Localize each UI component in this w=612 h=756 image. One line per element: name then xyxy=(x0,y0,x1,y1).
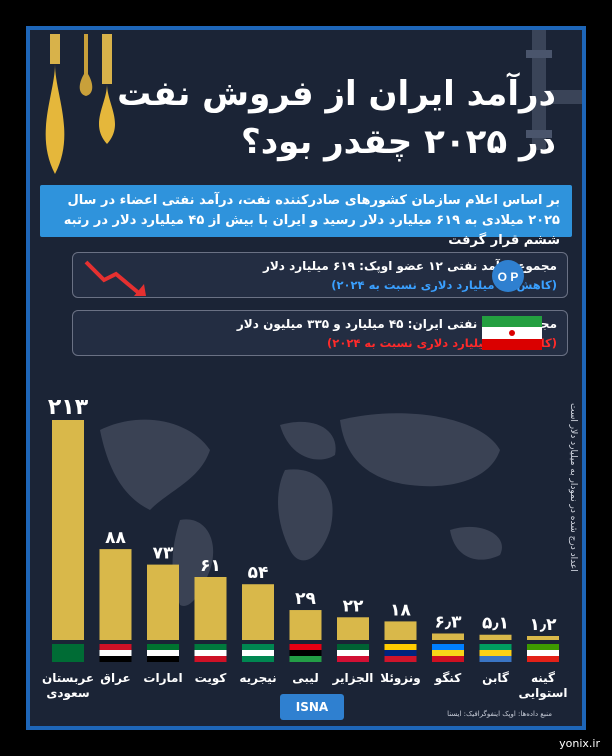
venezuela-flag-icon xyxy=(384,644,417,662)
category-label-4: کویت xyxy=(195,671,227,686)
congo-flag-icon xyxy=(432,644,464,662)
value-label-11: ۱٫۲ xyxy=(529,615,557,635)
value-label-3: ۷۳ xyxy=(153,544,174,564)
bar-6 xyxy=(289,610,322,640)
equatorial-guinea-flag-icon xyxy=(527,644,559,662)
opec-card-line1: مجموع درآمد نفتی ۱۲ عضو اوپک: ۶۱۹ میلیار… xyxy=(262,259,557,273)
category-label-1: عربستان xyxy=(42,671,94,685)
opec-logo-icon: O P xyxy=(484,258,532,294)
pipes-illustration xyxy=(526,30,582,150)
saudi-arabia-flag-icon xyxy=(52,644,84,662)
isna-logo: ISNA xyxy=(280,694,344,720)
value-label-7: ۲۲ xyxy=(343,596,364,616)
category-label-5: نیجریه xyxy=(239,671,276,685)
value-label-5: ۵۴ xyxy=(248,563,269,583)
category-label-6: لیبی xyxy=(292,671,318,685)
libya-flag-icon xyxy=(289,644,322,662)
bar-4 xyxy=(194,576,227,640)
value-label-4: ۶۱ xyxy=(200,556,221,576)
bar-9 xyxy=(432,633,464,640)
value-label-1: ۲۱۳ xyxy=(48,395,89,420)
uae-flag-icon xyxy=(147,644,179,662)
watermark: yonix.ir xyxy=(559,737,600,750)
bar-7 xyxy=(337,617,369,640)
category-label-2: عراق xyxy=(100,671,131,685)
bar-11 xyxy=(527,636,559,640)
category-label-11: استوایی xyxy=(518,686,567,700)
bar-5 xyxy=(242,584,274,640)
category-label-9: کنگو xyxy=(434,671,461,686)
kuwait-flag-icon xyxy=(194,644,227,662)
source-credit: منبع داده‌ها: اوپک اینفوگرافیک: ایسنا xyxy=(447,710,552,718)
svg-text:O P: O P xyxy=(498,270,519,284)
opec-card: مجموع درآمد نفتی ۱۲ عضو اوپک: ۶۱۹ میلیار… xyxy=(72,252,568,298)
category-label-11: گینه xyxy=(531,671,555,685)
world-map-background xyxy=(100,413,502,606)
category-label-1: سعودی xyxy=(46,686,89,700)
iraq-flag-icon xyxy=(99,644,132,662)
bar-1 xyxy=(52,420,84,640)
category-label-10: گابن xyxy=(482,671,509,685)
down-arrow-icon xyxy=(84,260,146,296)
bar-8 xyxy=(384,621,417,640)
infographic-frame: درآمد ایران از فروش نفت در ۲۰۲۵ چقدر بود… xyxy=(26,26,586,730)
value-label-6: ۲۹ xyxy=(295,589,316,609)
intro-banner: بر اساس اعلام سازمان کشورهای صادرکننده ن… xyxy=(40,185,572,248)
value-label-9: ۶٫۳ xyxy=(434,612,462,632)
page-title: درآمد ایران از فروش نفت در ۲۰۲۵ چقدر بود… xyxy=(117,74,556,162)
bar-2 xyxy=(99,549,132,640)
category-label-3: امارات xyxy=(143,671,182,685)
bar-3 xyxy=(147,564,179,640)
value-label-2: ۸۸ xyxy=(105,528,126,548)
bar-10 xyxy=(479,634,512,640)
category-label-7: الجزایر xyxy=(332,671,374,685)
value-label-10: ۵٫۱ xyxy=(482,614,509,634)
iran-flag-icon xyxy=(482,316,542,350)
gabon-flag-icon xyxy=(479,644,512,662)
value-label-8: ۱۸ xyxy=(390,600,411,620)
unit-note: اعداد درج شده در نمودار به میلیارد دلار … xyxy=(568,403,578,572)
nigeria-flag-icon xyxy=(242,644,274,662)
category-label-8: ونزوئلا xyxy=(380,671,421,686)
algeria-flag-icon xyxy=(337,644,369,662)
oil-drops-illustration xyxy=(45,34,115,174)
